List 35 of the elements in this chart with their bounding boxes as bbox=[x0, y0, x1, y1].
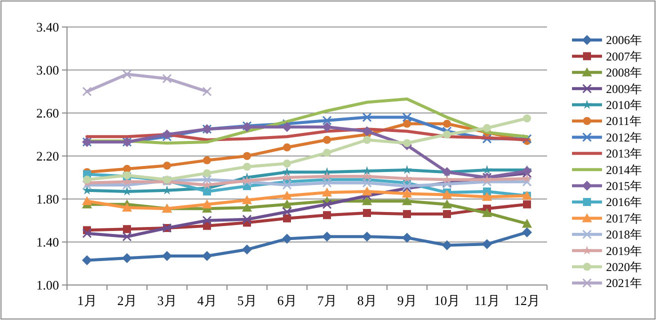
x-tick-label: 11月 bbox=[474, 293, 500, 308]
x-tick-label: 4月 bbox=[197, 293, 217, 308]
x-tick-label: 8月 bbox=[357, 293, 377, 308]
legend-label: 2006年 bbox=[606, 33, 642, 48]
legend-label: 2011年 bbox=[606, 114, 642, 128]
legend-label: 2017年 bbox=[606, 211, 642, 226]
legend-label: 2019年 bbox=[606, 244, 642, 258]
x-tick-label: 6月 bbox=[277, 293, 297, 308]
legend-label: 2014年 bbox=[606, 162, 642, 177]
legend-label: 2015年 bbox=[606, 179, 642, 193]
x-tick-label: 1月 bbox=[77, 293, 97, 308]
x-tick-label: 2月 bbox=[117, 293, 137, 308]
x-tick-label: 12月 bbox=[514, 293, 540, 308]
x-tick-label: 3月 bbox=[157, 293, 177, 308]
x-tick-label: 9月 bbox=[397, 293, 417, 308]
y-tick-label: 2.60 bbox=[36, 106, 59, 121]
legend-label: 2009年 bbox=[606, 82, 642, 96]
legend-label: 2008年 bbox=[606, 66, 642, 80]
y-tick-label: 1.40 bbox=[36, 234, 59, 250]
y-tick-label: 1.00 bbox=[36, 278, 59, 293]
x-tick-label: 7月 bbox=[317, 293, 337, 308]
y-tick-label: 2.20 bbox=[36, 148, 59, 164]
legend-label: 2013年 bbox=[606, 146, 642, 161]
legend-label: 2007年 bbox=[606, 49, 642, 64]
y-tick-label: 3.40 bbox=[36, 20, 59, 35]
legend-label: 2018年 bbox=[606, 228, 642, 242]
legend-label: 2012年 bbox=[606, 130, 642, 144]
legend-label: 2010年 bbox=[606, 98, 642, 112]
x-tick-label: 10月 bbox=[434, 293, 460, 308]
legend-label: 2021年 bbox=[606, 276, 642, 290]
x-tick-label: 5月 bbox=[237, 293, 257, 308]
legend-label: 2020年 bbox=[606, 260, 642, 274]
legend-label: 2016年 bbox=[606, 195, 642, 210]
y-tick-label: 1.80 bbox=[36, 192, 59, 207]
y-tick-label: 3.00 bbox=[36, 62, 59, 78]
